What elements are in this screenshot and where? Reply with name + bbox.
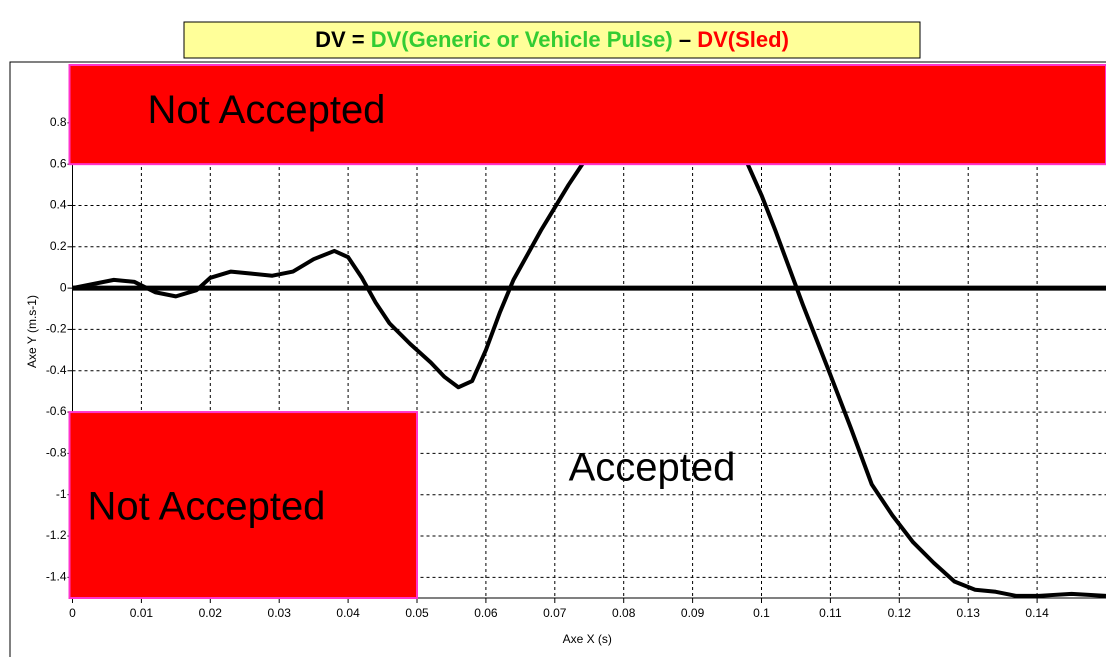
annotation: Accepted — [569, 445, 736, 489]
y-tick-label: -0.2 — [46, 322, 67, 336]
y-tick-label: -1 — [56, 487, 67, 501]
y-tick-label: -1.2 — [46, 528, 67, 542]
x-tick-label: 0.13 — [957, 606, 981, 620]
x-tick-label: 0.02 — [199, 606, 223, 620]
title-part: – — [673, 27, 697, 52]
region — [68, 411, 418, 599]
x-axis-label: Axe X (s) — [563, 632, 612, 646]
y-tick-label: -1.4 — [46, 570, 67, 584]
x-tick-label: 0.09 — [681, 606, 705, 620]
x-tick-label: 0.05 — [405, 606, 429, 620]
title-part: DV = — [315, 27, 371, 52]
region — [68, 64, 1106, 166]
x-tick-label: 0.07 — [543, 606, 567, 620]
x-tick-label: 0.01 — [130, 606, 154, 620]
x-tick-label: 0.1 — [753, 606, 770, 620]
y-tick-label: -0.6 — [46, 404, 67, 418]
y-tick-label: 0.8 — [50, 115, 67, 129]
y-axis-label: Axe Y (m.s-1) — [25, 295, 39, 368]
y-tick-label: 0 — [60, 280, 67, 294]
y-tick-label: -0.8 — [46, 446, 67, 460]
x-tick-label: 0.11 — [819, 606, 842, 620]
x-tick-label: 0.14 — [1025, 606, 1049, 620]
title-part: DV(Sled) — [697, 27, 789, 52]
y-tick-label: 0.6 — [50, 156, 67, 170]
line-series — [72, 79, 1106, 598]
title-box — [183, 21, 921, 59]
region-label: Not Accepted — [148, 88, 386, 132]
title-part: DV(Generic or Vehicle Pulse) — [371, 27, 673, 52]
region-label: Not Accepted — [88, 485, 326, 529]
frame — [9, 61, 1106, 657]
x-tick-label: 0 — [69, 606, 76, 620]
chart-title: DV = DV(Generic or Vehicle Pulse) – DV(S… — [315, 27, 789, 52]
y-tick-label: 0.4 — [50, 198, 67, 212]
x-tick-label: 0.06 — [474, 606, 498, 620]
x-tick-label: 0.08 — [612, 606, 636, 620]
y-tick-label: 0.2 — [50, 239, 67, 253]
y-tick-label: -0.4 — [46, 363, 67, 377]
x-tick-label: 0.03 — [268, 606, 292, 620]
x-tick-label: 0.04 — [336, 606, 360, 620]
x-tick-label: 0.12 — [888, 606, 912, 620]
